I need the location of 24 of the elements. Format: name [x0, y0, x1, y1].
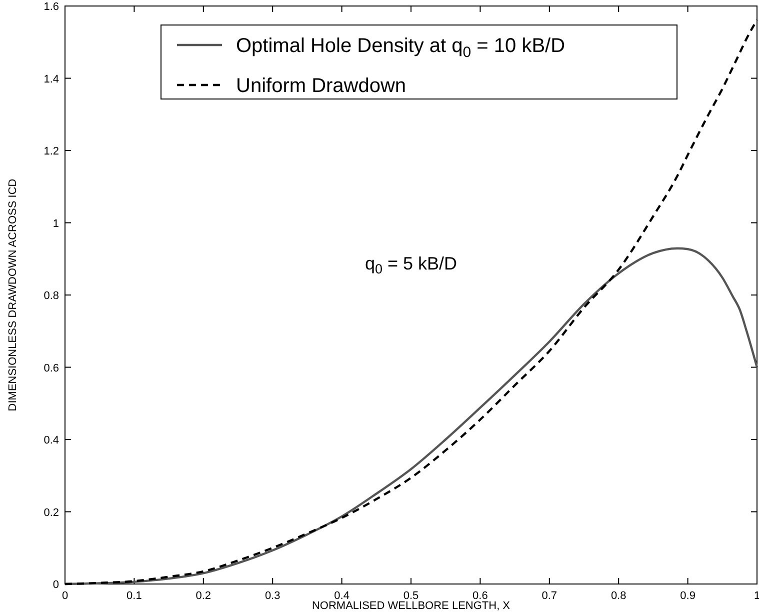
x-tick-label: 0.6 — [472, 590, 488, 602]
x-tick-label: 0 — [62, 590, 68, 602]
y-tick-label: 0 — [52, 579, 59, 591]
y-tick-label: 1 — [52, 218, 59, 230]
x-tick-label: 0.8 — [610, 590, 626, 602]
y-tick-label: 0.4 — [44, 434, 59, 446]
y-axis-title: DIMENSIONLESS DRAWDOWN ACROSS ICD — [7, 178, 19, 412]
x-tick-label: 0.4 — [334, 590, 350, 602]
x-tick-label: 0.2 — [196, 590, 212, 602]
x-tick-label: 0.5 — [403, 590, 419, 602]
y-tick-label: 0.8 — [44, 290, 59, 302]
x-axis-title: NORMALISED WELLBORE LENGTH, X — [312, 600, 511, 612]
y-tick-label: 0.6 — [44, 362, 59, 374]
x-tick-label: 0.7 — [542, 590, 558, 602]
y-tick-label: 1.4 — [44, 73, 59, 86]
legend-label: Optimal Hole Density at q$_{0}$ = 10 kB/D — [236, 35, 566, 60]
x-tick-label: 0.3 — [264, 590, 280, 602]
y-tick-label: 1.2 — [44, 146, 59, 158]
legend-label: Uniform Drawdown — [236, 75, 406, 97]
annotation: q$_{0}$ = 5 kB/D — [364, 254, 458, 277]
x-tick-label: 0.9 — [680, 590, 696, 602]
x-tick-label: 0.1 — [126, 590, 142, 602]
y-tick-label: 0.2 — [44, 506, 59, 519]
y-tick-label: 1.6 — [44, 1, 59, 13]
